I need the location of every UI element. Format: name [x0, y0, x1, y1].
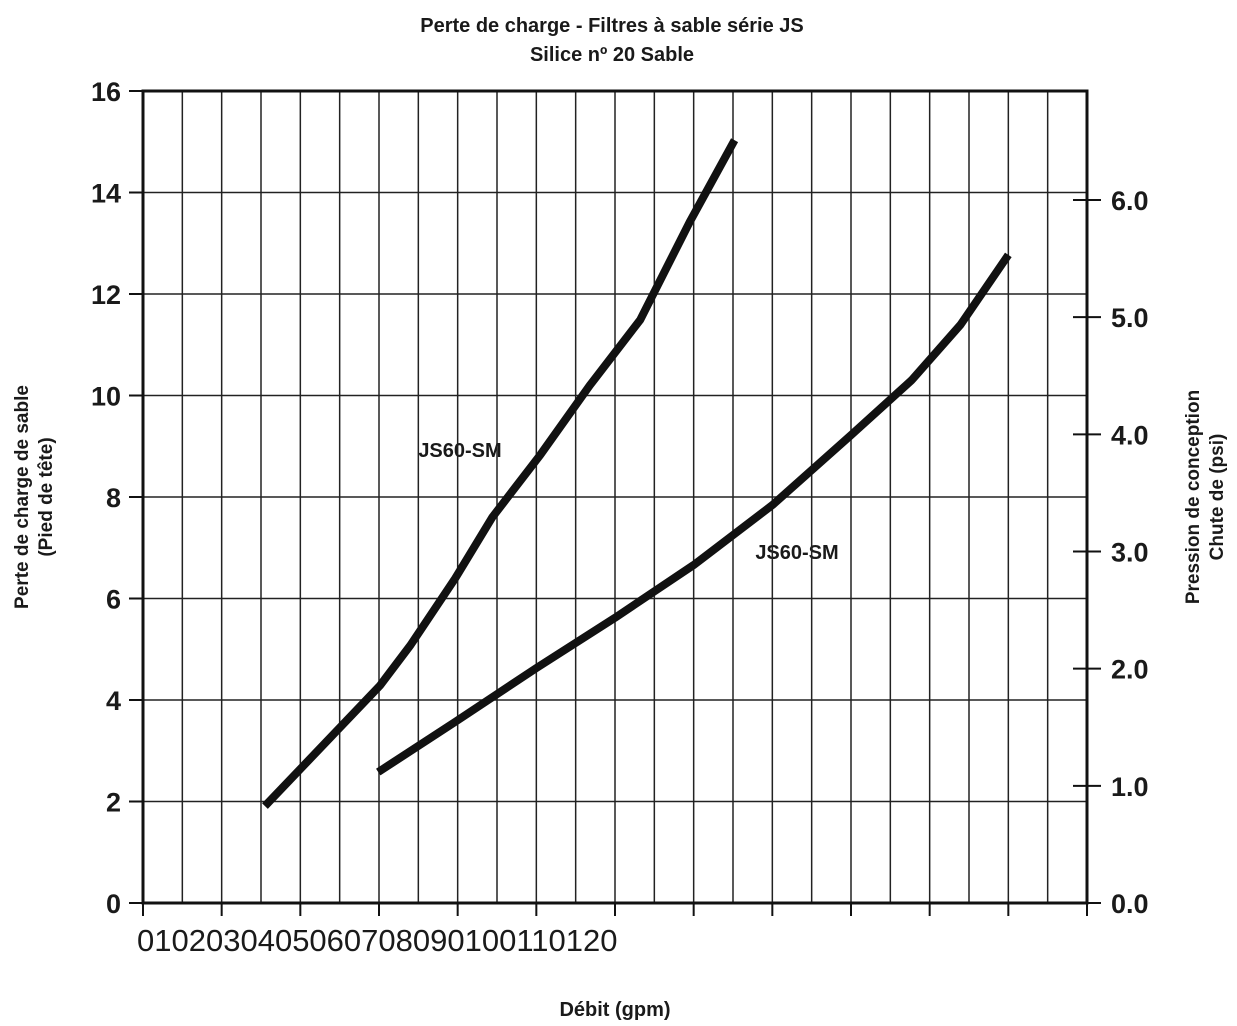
y-axis-label-line: (Pied de tête): [36, 437, 57, 556]
y2-axis-label-line: Chute de (psi): [1207, 434, 1228, 561]
chart-title: Perte de charge - Filtres à sable série …: [420, 15, 804, 37]
x-tick-label: 90: [430, 923, 464, 958]
y-tick-label: 8: [106, 483, 121, 513]
y-tick-label: 14: [91, 179, 121, 209]
series-label: JS60-SM: [418, 440, 501, 462]
y2-tick-label: 1.0: [1111, 772, 1149, 802]
y-tick-label: 10: [91, 382, 121, 412]
x-tick-label: 120: [566, 923, 618, 958]
x-tick-label: 80: [396, 923, 430, 958]
y2-tick-label: 2.0: [1111, 655, 1149, 685]
x-tick-label: 40: [258, 923, 292, 958]
x-tick-label: 20: [189, 923, 223, 958]
y2-tick-label: 5.0: [1111, 303, 1149, 333]
y-tick-label: 16: [91, 77, 121, 107]
x-tick-label: 70: [361, 923, 395, 958]
x-tick-label: 10: [154, 923, 188, 958]
x-tick-label: 0: [137, 923, 154, 958]
y-tick-label: 6: [106, 585, 121, 615]
y2-tick-label: 3.0: [1111, 537, 1149, 567]
series-label: JS60-SM: [755, 542, 838, 564]
y-tick-label: 2: [106, 788, 121, 818]
x-tick-label: 30: [223, 923, 257, 958]
y2-tick-label: 0.0: [1111, 889, 1149, 919]
x-tick-label: 110: [516, 923, 565, 958]
y-axis-label: Perte de charge de sable (Pied de tête): [12, 385, 57, 609]
y-tick-label: 12: [91, 280, 121, 310]
y-tick-label: 0: [106, 889, 121, 919]
x-axis-label: Débit (gpm): [559, 999, 670, 1021]
data-line: [262, 138, 739, 809]
y-axis-label-line: Perte de charge de sable: [12, 385, 33, 609]
chart-subtitle: Silice nº 20 Sable: [530, 44, 694, 66]
y2-tick-label: 6.0: [1111, 186, 1149, 216]
y2-tick-label: 4.0: [1111, 420, 1149, 450]
y2-axis-label: Pression de conception Chute de (psi): [1183, 390, 1228, 604]
x-tick-labels: 0102030405060708090100110120: [137, 923, 618, 958]
data-line: [376, 252, 1012, 776]
x-tick-label: 60: [327, 923, 361, 958]
y2-axis-label-line: Pression de conception: [1183, 390, 1204, 604]
x-tick-label: 100: [465, 923, 517, 958]
x-tick-label: 50: [292, 923, 326, 958]
y-tick-label: 4: [106, 686, 121, 716]
